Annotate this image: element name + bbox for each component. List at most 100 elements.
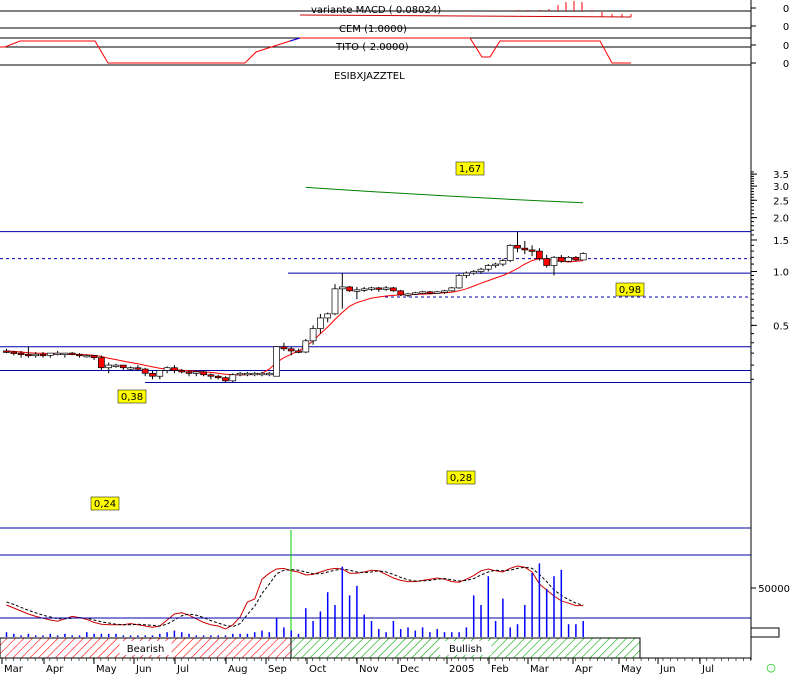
- candle-body: [251, 372, 259, 376]
- candle-body: [397, 290, 405, 296]
- macd-signal-line: [299, 14, 632, 18]
- candle-body: [105, 364, 113, 369]
- candle-body: [192, 371, 200, 374]
- candle-body: [265, 372, 273, 376]
- tito-label: TITO (-2.0000): [335, 42, 409, 53]
- candle-body: [178, 370, 186, 373]
- candle-body: [222, 377, 229, 382]
- level-tag-box: [615, 282, 645, 297]
- candle-body: [499, 260, 507, 265]
- month-label: May: [96, 664, 117, 675]
- candle-body: [448, 287, 456, 292]
- candle-body: [411, 292, 419, 295]
- price-tick-label: 3.0: [773, 182, 789, 193]
- macd-label: variante MACD ( 0.08024): [311, 5, 441, 16]
- indicator-axis-label: 0: [783, 41, 789, 52]
- cem-label: CEM (1.0000): [339, 24, 407, 35]
- candle-body: [32, 353, 40, 357]
- month-label: Nov: [359, 664, 379, 675]
- indicator-axis-label: 0: [783, 4, 789, 15]
- indicator-axis-label: 0: [783, 22, 789, 33]
- candle-body: [331, 288, 339, 315]
- candle-body: [441, 290, 448, 293]
- candle-body: [149, 372, 156, 377]
- month-label: Mar: [4, 664, 24, 675]
- cem-marker: [289, 37, 301, 42]
- candle-body: [543, 258, 551, 266]
- price-panel: ESIBXJAZZTEL 1,67 0,98 0,38 0,28 0,24: [0, 71, 751, 556]
- candle-body: [382, 287, 390, 290]
- short-moving-average: [6, 258, 584, 376]
- price-tick-label: 0.5: [773, 321, 789, 332]
- candle-body: [368, 287, 375, 290]
- volume-panel: [5, 563, 584, 637]
- month-label: Aug: [228, 664, 248, 675]
- month-label: Oct: [309, 664, 326, 675]
- candle-body: [353, 289, 361, 292]
- candle-body: [419, 291, 426, 294]
- candle-body: [536, 250, 543, 259]
- candle-body: [163, 367, 171, 371]
- candle-body: [433, 291, 441, 294]
- candle-body: [171, 367, 178, 371]
- month-axis: Mar Apr May Jun Jul Aug Sep Oct Nov Dec 2005 Feb Mar…: [0, 657, 776, 675]
- candle-body: [119, 364, 127, 369]
- candle-body: [572, 256, 580, 261]
- candle-body: [579, 253, 587, 261]
- candle-body: [521, 247, 529, 251]
- candle-body: [557, 256, 565, 262]
- month-label: Dec: [400, 664, 419, 675]
- price-tick-label: 1.0: [773, 268, 789, 279]
- level-tag-label: 0,24: [94, 499, 116, 510]
- candle-body: [83, 355, 91, 358]
- month-label: Apr: [575, 664, 593, 675]
- candle-body: [258, 372, 266, 376]
- month-label: Sep: [268, 664, 287, 675]
- candle-body: [470, 271, 478, 274]
- month-label: Jul: [701, 664, 714, 675]
- level-tag-label: 0,28: [450, 473, 472, 484]
- candle-body: [492, 263, 499, 266]
- candle-body: [280, 346, 288, 350]
- candle-body: [404, 293, 412, 296]
- volume-tick-label: 50000: [758, 584, 790, 595]
- candle-body: [127, 367, 134, 370]
- candle-body: [46, 352, 54, 356]
- regime-label: Bearish: [127, 644, 165, 655]
- price-tick-label: 1.5: [773, 236, 789, 247]
- candle-body: [134, 367, 142, 370]
- stochastic-d-line: [6, 566, 584, 628]
- candle-body: [61, 352, 69, 355]
- regime-label: Bullish: [449, 644, 482, 655]
- month-label: Jun: [135, 664, 152, 675]
- candle-body: [156, 370, 164, 377]
- month-label: May: [621, 664, 642, 675]
- candle-body: [10, 351, 18, 354]
- price-tick-label: 2.0: [773, 214, 789, 225]
- candle-body: [68, 352, 76, 355]
- candle-body: [39, 353, 47, 357]
- candle-body: [214, 375, 222, 379]
- level-tag-box: [446, 470, 476, 485]
- long-moving-average: [305, 186, 584, 204]
- candle-body: [346, 286, 353, 292]
- month-label: Apr: [46, 664, 64, 675]
- month-label: Jul: [176, 664, 189, 675]
- scroll-box: [750, 627, 780, 638]
- candle-body: [287, 348, 295, 352]
- candle-body: [76, 353, 83, 357]
- oscillator-panel: [0, 530, 751, 636]
- candle-body: [90, 355, 98, 359]
- stochastic-k-line: [6, 565, 584, 630]
- candle-body: [477, 268, 485, 272]
- candle-body: [141, 368, 149, 374]
- candle-body: [309, 328, 317, 342]
- candle-body: [112, 364, 120, 367]
- level-tag-box: [117, 389, 147, 404]
- candle-body: [565, 256, 572, 262]
- candle-body: [98, 357, 105, 369]
- candle-body: [484, 265, 492, 270]
- month-label: Jun: [659, 664, 676, 675]
